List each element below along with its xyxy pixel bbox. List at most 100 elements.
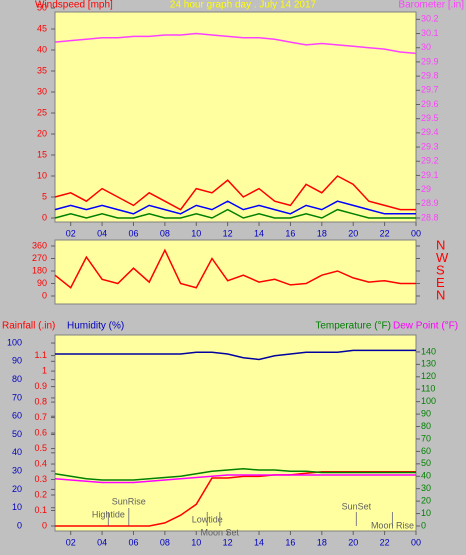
y2-tick-label: 29.2 xyxy=(421,156,439,166)
annotation-label: Hightide xyxy=(92,509,125,519)
y2-axis-label: Temperature (°F) xyxy=(315,321,391,332)
series-line xyxy=(55,349,416,361)
annotation-label: Moon Set xyxy=(201,527,240,537)
y-tick-label: 0.9 xyxy=(34,381,47,391)
y-tick-label: 0.1 xyxy=(34,505,47,515)
y2-tick-label: 40 xyxy=(421,471,431,481)
y3-tick-label: 0 xyxy=(17,520,22,530)
y2-axis-label: Barometer [.in] xyxy=(398,0,464,11)
y2-tick-label: 29.8 xyxy=(421,70,439,80)
y2-tick-label: 29.1 xyxy=(421,170,439,180)
y-tick-label: 0 xyxy=(42,212,47,222)
x-tick-label: 20 xyxy=(348,228,358,238)
y2-tick-label: 70 xyxy=(421,433,431,443)
y-tick-label: 10 xyxy=(37,170,47,180)
y2-tick-label: N xyxy=(436,237,445,252)
y3-tick-label: 10 xyxy=(12,502,22,512)
x-tick-label: 06 xyxy=(128,537,138,547)
y2-tick-label: 110 xyxy=(421,384,435,394)
y-tick-label: 35 xyxy=(37,65,47,75)
y2-tick-label: 29.7 xyxy=(421,85,439,95)
y2-tick-label: 29 xyxy=(421,184,431,194)
x-tick-label: 12 xyxy=(223,228,233,238)
y-axis-label: Windspeed [mph] xyxy=(35,0,113,11)
plot-area xyxy=(54,11,417,223)
y-tick-label: 1.1 xyxy=(34,350,47,360)
x-tick-label: 12 xyxy=(223,537,233,547)
chart-title: 24 hour graph day . July 14 2017 xyxy=(170,0,317,11)
x-tick-label: 16 xyxy=(285,537,295,547)
y-tick-label: 0.3 xyxy=(34,474,47,484)
x-tick-label: 00 xyxy=(411,537,421,547)
y-tick-label: 45 xyxy=(37,23,47,33)
y2-tick-label: W xyxy=(436,250,449,265)
y2-tick-label: 90 xyxy=(421,408,431,418)
y-tick-label: 0.7 xyxy=(34,412,47,422)
x-tick-label: 14 xyxy=(254,228,264,238)
x-tick-label: 00 xyxy=(411,228,421,238)
x-tick-label: 20 xyxy=(348,537,358,547)
plot-area xyxy=(54,334,417,532)
y-tick-label: 0.2 xyxy=(34,489,47,499)
series-line xyxy=(54,175,416,211)
plot-area xyxy=(54,239,417,305)
y-tick-label: 5 xyxy=(42,191,47,201)
y-tick-label: 180 xyxy=(32,265,47,275)
y3-tick-label: 80 xyxy=(12,374,22,384)
x-tick-label: 22 xyxy=(380,537,390,547)
y-tick-label: 90 xyxy=(37,278,47,288)
x-tick-label: 06 xyxy=(128,228,138,238)
y2-axis-label-2: Dew Point (°F) xyxy=(393,321,458,332)
y-tick-label: 25 xyxy=(37,107,47,117)
x-tick-label: 08 xyxy=(160,537,170,547)
y-tick-label: 50 xyxy=(37,2,47,12)
x-tick-label: 04 xyxy=(97,537,107,547)
y2-tick-label: 80 xyxy=(421,421,431,431)
y-tick-label: 0 xyxy=(42,520,47,530)
series-line xyxy=(54,208,416,219)
y-tick-label: 0.8 xyxy=(34,396,47,406)
y2-tick-label: 120 xyxy=(421,371,436,381)
x-tick-label: 10 xyxy=(191,228,201,238)
annotation-label: Moon Rise xyxy=(371,520,414,530)
annotation-label: SunRise xyxy=(112,496,146,506)
y-tick-label: 15 xyxy=(37,149,47,159)
y2-tick-label: 30.1 xyxy=(421,28,439,38)
y2-tick-label: 28.9 xyxy=(421,198,439,208)
y2-tick-label: 28.8 xyxy=(421,212,439,222)
y2-tick-label: 29.3 xyxy=(421,141,439,151)
y2-tick-label: 140 xyxy=(421,346,436,356)
y-tick-label: 30 xyxy=(37,86,47,96)
y3-axis-label: Humidity (%) xyxy=(67,321,124,332)
x-tick-label: 02 xyxy=(66,537,76,547)
y2-tick-label: 29.5 xyxy=(421,113,439,123)
x-tick-label: 14 xyxy=(254,537,264,547)
y2-tick-label: E xyxy=(436,275,445,290)
y3-tick-label: 30 xyxy=(12,465,22,475)
y2-tick-label: S xyxy=(436,262,445,277)
x-tick-label: 16 xyxy=(285,228,295,238)
y2-tick-label: 29.9 xyxy=(421,56,439,66)
y2-tick-label: 10 xyxy=(421,508,431,518)
annotation-label: Lowtide xyxy=(192,514,223,524)
series-line xyxy=(54,474,416,484)
y3-tick-label: 40 xyxy=(12,447,22,457)
y-tick-label: 0 xyxy=(42,290,47,300)
y-tick-label: 40 xyxy=(37,44,47,54)
y-tick-label: 0.6 xyxy=(34,427,47,437)
y3-tick-label: 100 xyxy=(7,337,22,347)
y-tick-label: 0.5 xyxy=(34,443,47,453)
y3-tick-label: 50 xyxy=(12,429,22,439)
y3-tick-label: 60 xyxy=(12,411,22,421)
x-tick-label: 18 xyxy=(317,537,327,547)
series-line xyxy=(54,200,416,215)
y2-tick-label: 20 xyxy=(421,496,431,506)
y2-tick-label: 29.6 xyxy=(421,99,439,109)
x-tick-label: 22 xyxy=(380,228,390,238)
y3-tick-label: 70 xyxy=(12,392,22,402)
y2-tick-label: 50 xyxy=(421,458,431,468)
y3-tick-label: 20 xyxy=(12,484,22,494)
x-tick-label: 18 xyxy=(317,228,327,238)
y-axis-label: Rainfall (.in) xyxy=(2,321,55,332)
